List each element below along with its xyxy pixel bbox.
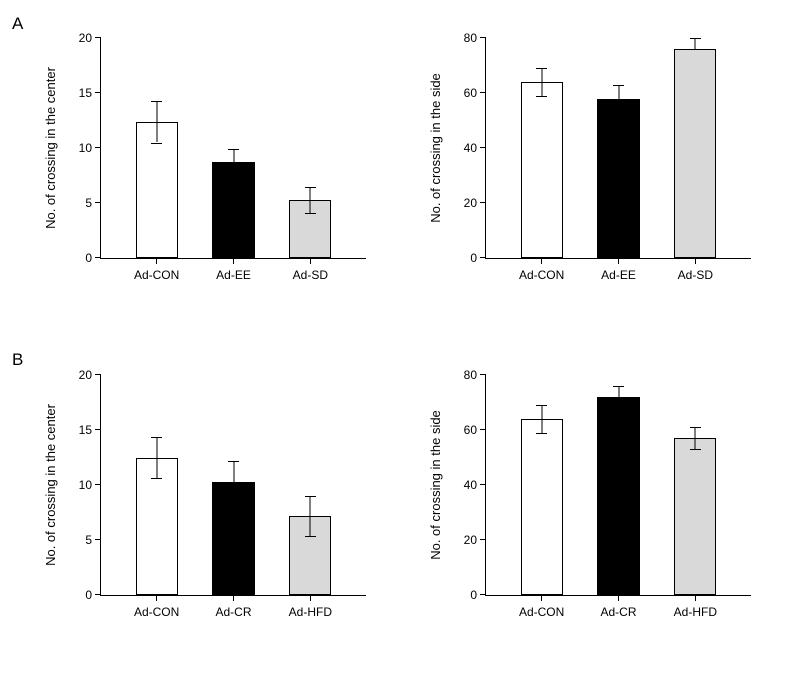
y-tick-label: 60 <box>464 86 486 100</box>
y-tick-label: 40 <box>464 478 486 492</box>
y-tick-label: 80 <box>464 368 486 382</box>
error-cap <box>228 503 239 504</box>
error-cap <box>536 405 547 406</box>
y-axis-label: No. of crossing in the side <box>428 410 443 560</box>
y-tick-label: 10 <box>79 141 101 155</box>
error-cap <box>536 433 547 434</box>
chart-A-center: No. of crossing in the center05101520Ad-… <box>100 38 365 258</box>
error-cap <box>690 38 701 39</box>
bar <box>521 82 563 258</box>
bar <box>212 162 254 258</box>
x-tick-label: Ad-EE <box>216 258 251 282</box>
figure: A B No. of crossing in the center0510152… <box>0 0 797 675</box>
y-tick-label: 15 <box>79 86 101 100</box>
x-tick-label: Ad-CON <box>134 258 179 282</box>
error-bar <box>156 101 157 143</box>
error-bar <box>310 496 311 536</box>
error-bar <box>618 85 619 99</box>
y-axis-label: No. of crossing in the side <box>428 73 443 223</box>
error-bar <box>233 149 234 175</box>
y-tick-label: 20 <box>79 31 101 45</box>
y-tick-label: 0 <box>85 588 101 602</box>
error-cap <box>305 536 316 537</box>
bar <box>674 438 716 595</box>
y-tick-label: 80 <box>464 31 486 45</box>
error-cap <box>536 96 547 97</box>
error-cap <box>536 68 547 69</box>
panel-label-A: A <box>12 14 23 34</box>
x-tick-label: Ad-SD <box>293 258 328 282</box>
y-axis-label: No. of crossing in the center <box>43 67 58 229</box>
x-tick-label: Ad-SD <box>678 258 713 282</box>
chart-B-side: No. of crossing in the side020406080Ad-C… <box>485 375 750 595</box>
y-tick-label: 0 <box>470 251 486 265</box>
error-bar <box>233 461 234 503</box>
y-tick-label: 20 <box>79 368 101 382</box>
error-bar <box>618 386 619 397</box>
y-tick-label: 10 <box>79 478 101 492</box>
y-tick-label: 0 <box>470 588 486 602</box>
error-bar <box>310 187 311 213</box>
y-tick-label: 40 <box>464 141 486 155</box>
x-tick-label: Ad-EE <box>601 258 636 282</box>
error-bar <box>695 427 696 449</box>
x-tick-label: Ad-CON <box>519 595 564 619</box>
bar <box>674 49 716 258</box>
error-bar <box>695 38 696 49</box>
x-tick-label: Ad-CR <box>215 595 251 619</box>
plot-area: 05101520Ad-CONAd-EEAd-SD <box>100 38 366 259</box>
error-cap <box>151 143 162 144</box>
y-tick-label: 20 <box>464 196 486 210</box>
error-cap <box>305 187 316 188</box>
error-cap <box>305 496 316 497</box>
error-cap <box>613 386 624 387</box>
error-cap <box>228 149 239 150</box>
error-cap <box>690 427 701 428</box>
y-tick-label: 0 <box>85 251 101 265</box>
chart-A-side: No. of crossing in the side020406080Ad-C… <box>485 38 750 258</box>
panel-label-B: B <box>12 350 23 370</box>
x-tick-label: Ad-CON <box>134 595 179 619</box>
error-bar <box>541 405 542 433</box>
bar <box>521 419 563 595</box>
error-cap <box>228 176 239 177</box>
x-tick-label: Ad-CR <box>600 595 636 619</box>
error-cap <box>690 449 701 450</box>
x-tick-label: Ad-HFD <box>674 595 717 619</box>
error-bar <box>541 68 542 96</box>
error-cap <box>151 437 162 438</box>
bar <box>597 397 639 595</box>
y-tick-label: 5 <box>85 533 101 547</box>
error-cap <box>228 461 239 462</box>
y-tick-label: 60 <box>464 423 486 437</box>
error-cap <box>613 85 624 86</box>
error-cap <box>151 478 162 479</box>
y-tick-label: 20 <box>464 533 486 547</box>
error-cap <box>305 213 316 214</box>
y-tick-label: 5 <box>85 196 101 210</box>
error-bar <box>156 437 157 479</box>
chart-B-center: No. of crossing in the center05101520Ad-… <box>100 375 365 595</box>
plot-area: 020406080Ad-CONAd-EEAd-SD <box>485 38 751 259</box>
plot-area: 05101520Ad-CONAd-CRAd-HFD <box>100 375 366 596</box>
x-tick-label: Ad-HFD <box>289 595 332 619</box>
y-axis-label: No. of crossing in the center <box>43 404 58 566</box>
plot-area: 020406080Ad-CONAd-CRAd-HFD <box>485 375 751 596</box>
y-tick-label: 15 <box>79 423 101 437</box>
error-cap <box>151 101 162 102</box>
x-tick-label: Ad-CON <box>519 258 564 282</box>
bar <box>597 99 639 259</box>
